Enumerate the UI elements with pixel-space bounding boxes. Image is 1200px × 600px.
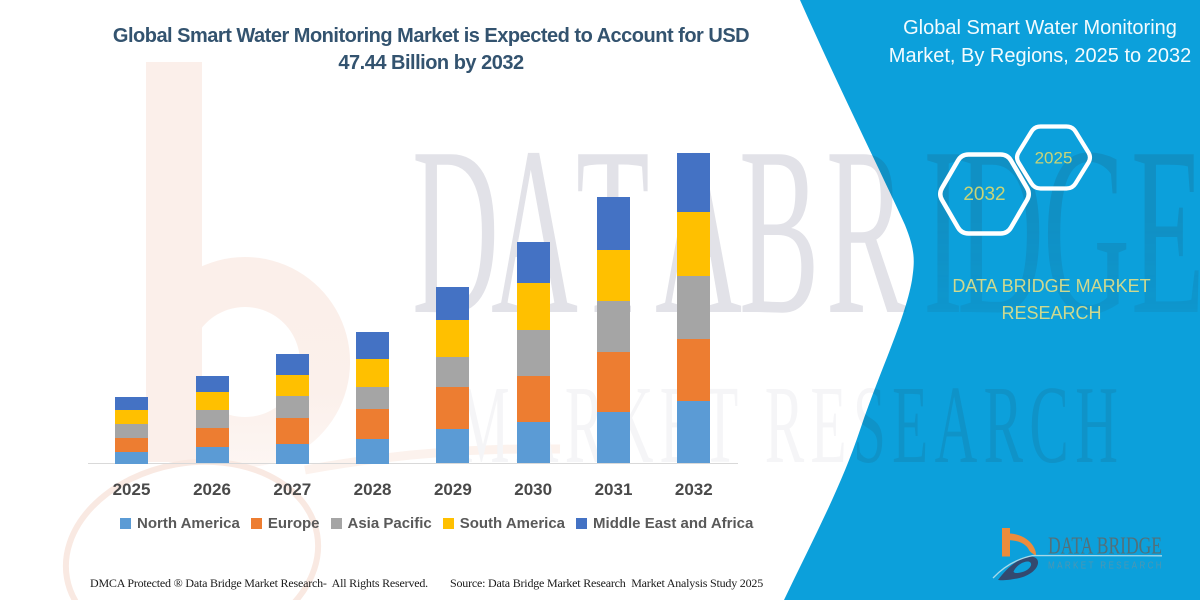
svg-text:2032: 2032 — [963, 184, 1005, 205]
svg-text:DATA BRIDGE: DATA BRIDGE — [1048, 534, 1162, 560]
svg-text:MARKET RESEARCH: MARKET RESEARCH — [1048, 560, 1164, 572]
svg-text:2025: 2025 — [1035, 149, 1073, 168]
